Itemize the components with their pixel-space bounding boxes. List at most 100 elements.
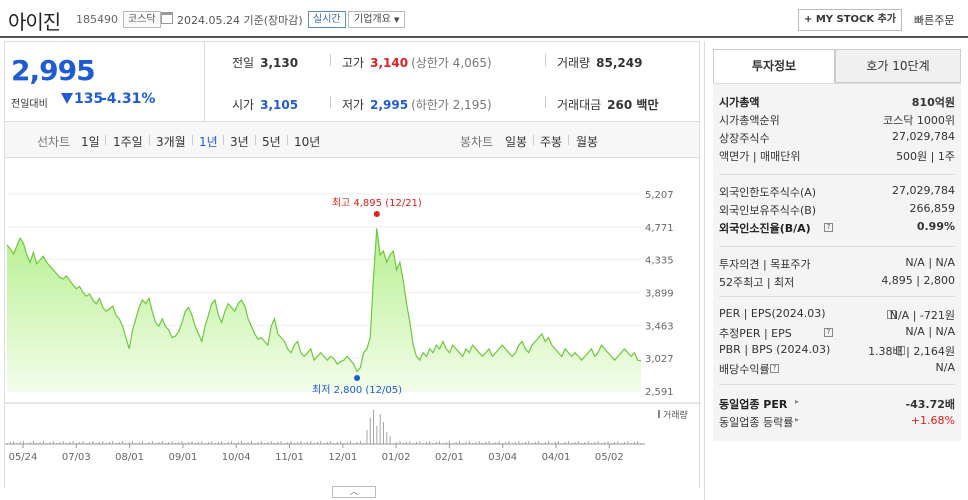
- volume-bar: [270, 441, 272, 444]
- volume-bar: [102, 441, 104, 444]
- y-tick-label: 3,463: [645, 321, 674, 332]
- volume-bar: [548, 441, 550, 444]
- chart-collapse-button[interactable]: ︿: [332, 486, 376, 498]
- x-tick-label: 03/04: [488, 452, 517, 463]
- volume-bar: [637, 441, 639, 444]
- prev-close: 전일 3,130: [232, 56, 299, 70]
- company-overview-button[interactable]: 기업개요 ▼: [348, 11, 406, 28]
- info-key: 동일업종 PER: [719, 398, 788, 411]
- chevron-right-icon[interactable]: ▸: [795, 415, 800, 424]
- volume-bar: [627, 441, 629, 444]
- volume-bar: [99, 442, 100, 444]
- volume-bar: [171, 441, 173, 444]
- divider: [719, 384, 955, 385]
- volume-bar: [19, 442, 21, 444]
- volume-bar: [558, 441, 559, 444]
- info-key: 52주최고 | 최저: [719, 276, 795, 289]
- volume-bar: [534, 442, 536, 444]
- volume-bar: [320, 441, 322, 444]
- divider: [223, 135, 224, 145]
- volume-bar: [158, 442, 160, 444]
- add-mystock-button[interactable]: + MY STOCK 추가: [798, 9, 902, 31]
- volume-bar: [132, 441, 133, 444]
- volume-bar: [108, 442, 110, 444]
- help-icon[interactable]: ?: [824, 328, 833, 337]
- volume-bar: [538, 441, 540, 444]
- volume-bar: [419, 441, 421, 444]
- help-icon[interactable]: ?: [887, 310, 896, 319]
- tab-investment-info[interactable]: 투자정보: [713, 49, 835, 83]
- divider: [719, 174, 955, 175]
- stock-name: 아이진: [8, 10, 61, 34]
- info-row: 액면가 | 매매단위 500원 | 1주: [719, 148, 955, 166]
- volume-bar: [326, 442, 328, 444]
- price-chart: 5,207 4,771 4,335 3,899 3,463 3,027 2,591 최고 4,…: [4, 158, 701, 488]
- volume-bar: [577, 441, 579, 444]
- info-key: 외국인한도주식수(A): [719, 186, 817, 199]
- volume-bar: [69, 442, 71, 444]
- volume-bar: [458, 441, 460, 444]
- info-value: N/A | N/A: [905, 256, 955, 269]
- market-badge: 코스닥: [123, 11, 161, 28]
- volume-bar: [307, 442, 308, 444]
- info-row: PBR | BPS (2024.03)? 1.38배 | 2,164원: [719, 343, 955, 361]
- quick-order-link[interactable]: 빠른주문: [914, 14, 955, 27]
- volume-bar: [416, 442, 417, 444]
- period-1d[interactable]: 1일: [81, 135, 100, 149]
- candle-weekly[interactable]: 주봉: [540, 135, 563, 149]
- volume-bar: [366, 430, 368, 444]
- x-tick-label: 12/01: [328, 452, 357, 463]
- candle-monthly[interactable]: 월봉: [576, 135, 599, 149]
- info-value: N/A: [935, 361, 955, 374]
- info-value: 27,029,784: [892, 184, 955, 197]
- volume-bar: [544, 442, 546, 444]
- tab-order-book[interactable]: 호가 10단계: [835, 49, 961, 83]
- volume-bar: [198, 442, 200, 444]
- max-label: 최고 4,895 (12/21): [332, 197, 422, 209]
- price-summary: 2,995 전일대비 135 -4.31%: [4, 41, 204, 122]
- realtime-button[interactable]: 실시간: [308, 11, 346, 28]
- divider: [719, 246, 955, 247]
- volume-bar: [409, 441, 411, 444]
- volume-bar: [118, 442, 120, 444]
- period-5y[interactable]: 5년: [262, 135, 281, 149]
- info-row: 외국인소진율(B/A)? 0.99%: [719, 220, 955, 238]
- volume-bar: [369, 418, 371, 444]
- period-10y[interactable]: 10년: [294, 135, 321, 149]
- x-tick-label: 11/01: [275, 452, 304, 463]
- period-1w[interactable]: 1주일: [113, 135, 143, 149]
- divider: [105, 135, 106, 145]
- x-tick-label: 05/24: [9, 452, 38, 463]
- chevron-right-icon[interactable]: ▸: [795, 397, 800, 406]
- volume-bar: [188, 442, 190, 444]
- y-tick-label: 3,899: [645, 289, 674, 300]
- info-key: 투자의견 | 목표주가: [719, 258, 811, 271]
- volume-bar: [475, 442, 477, 444]
- candle-daily[interactable]: 일봉: [505, 135, 528, 149]
- trade-amount: 거래대금 260 백만: [557, 98, 659, 112]
- help-icon[interactable]: ?: [770, 364, 779, 373]
- volume-bar: [373, 410, 375, 444]
- volume-bar: [227, 442, 229, 444]
- period-bar: 선차트 1일 1주일 3개월 1년 3년 5년 10년 봉차트 일봉 주봉 월봉: [4, 122, 700, 158]
- volume-bar: [42, 441, 44, 444]
- high-price: 고가 3,140 (상한가 4,065): [342, 56, 492, 70]
- period-1y[interactable]: 1년: [199, 135, 218, 149]
- help-icon[interactable]: ?: [896, 346, 905, 355]
- volume-bar: [614, 442, 616, 444]
- volume-bar: [231, 441, 233, 444]
- low-price: 저가 2,995 (하한가 2,195): [342, 98, 492, 112]
- info-row: 상장주식수 27,029,784: [719, 130, 955, 148]
- volume-bar: [336, 442, 338, 444]
- y-tick-label: 3,027: [645, 354, 674, 365]
- investment-info-table: 시가총액 810억원 시가총액순위 코스닥 1000위 상장주식수 27,029,784 액…: [713, 83, 961, 441]
- period-3y[interactable]: 3년: [230, 135, 249, 149]
- divider: [568, 135, 569, 145]
- volume-bar: [208, 442, 209, 444]
- volume-bar: [525, 442, 526, 444]
- period-3m[interactable]: 3개월: [156, 135, 186, 149]
- info-key: 동일업종 등락률: [719, 416, 794, 429]
- volume-bar: [9, 442, 11, 444]
- help-icon[interactable]: ?: [824, 223, 833, 232]
- volume-bar: [389, 436, 391, 444]
